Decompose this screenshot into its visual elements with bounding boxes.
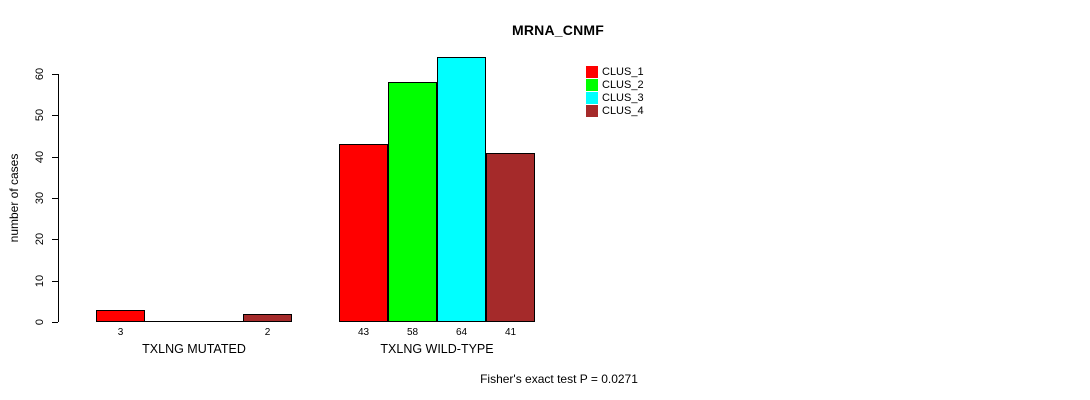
bar-clus_2: [388, 82, 437, 322]
bar-clus_1: [339, 144, 388, 322]
bar-value-label: 2: [264, 327, 271, 338]
legend-label-clus_3: CLUS_3: [602, 92, 644, 104]
x-group-label: TXLNG WILD-TYPE: [380, 342, 494, 356]
y-tick-label: 50: [34, 109, 46, 122]
bar-value-label: 41: [504, 327, 517, 338]
y-tick: [52, 280, 58, 282]
bar-zero-clus_2: [145, 321, 194, 322]
bar-clus_1: [96, 310, 145, 322]
legend-label-clus_2: CLUS_2: [602, 79, 644, 91]
bar-value-label: 64: [455, 327, 468, 338]
x-group-label: TXLNG MUTATED: [142, 342, 246, 356]
bar-clus_3: [437, 57, 486, 322]
bar-value-label: 58: [406, 327, 419, 338]
legend-swatch-clus_4: [586, 105, 598, 117]
bar-value-label: 3: [117, 327, 124, 338]
y-axis-label: number of cases: [7, 153, 21, 243]
y-tick: [52, 198, 58, 199]
y-tick-label: 60: [34, 67, 46, 81]
legend-label-clus_4: CLUS_4: [602, 105, 644, 117]
bar-clus_4: [243, 314, 292, 322]
legend-label-clus_1: CLUS_1: [602, 66, 644, 78]
y-tick-label: 40: [34, 150, 46, 163]
bar-zero-clus_3: [194, 321, 243, 322]
annotation-text: Fisher's exact test P = 0.0271: [480, 372, 638, 386]
y-axis-line: [58, 74, 59, 322]
legend-swatch-clus_1: [586, 66, 598, 78]
y-tick-label: 10: [34, 274, 46, 287]
y-tick-label: 30: [34, 191, 46, 205]
y-tick: [52, 74, 58, 75]
legend-swatch-clus_3: [586, 92, 598, 104]
chart-title: MRNA_CNMF: [511, 22, 605, 38]
y-tick: [52, 239, 58, 241]
y-tick-label: 0: [34, 318, 46, 326]
bar-value-label: 43: [357, 327, 370, 338]
bar-clus_4: [486, 153, 535, 322]
legend-swatch-clus_2: [586, 79, 598, 91]
y-tick: [52, 322, 58, 323]
y-tick: [52, 156, 58, 158]
y-tick-label: 20: [34, 233, 46, 246]
y-tick: [52, 115, 58, 117]
